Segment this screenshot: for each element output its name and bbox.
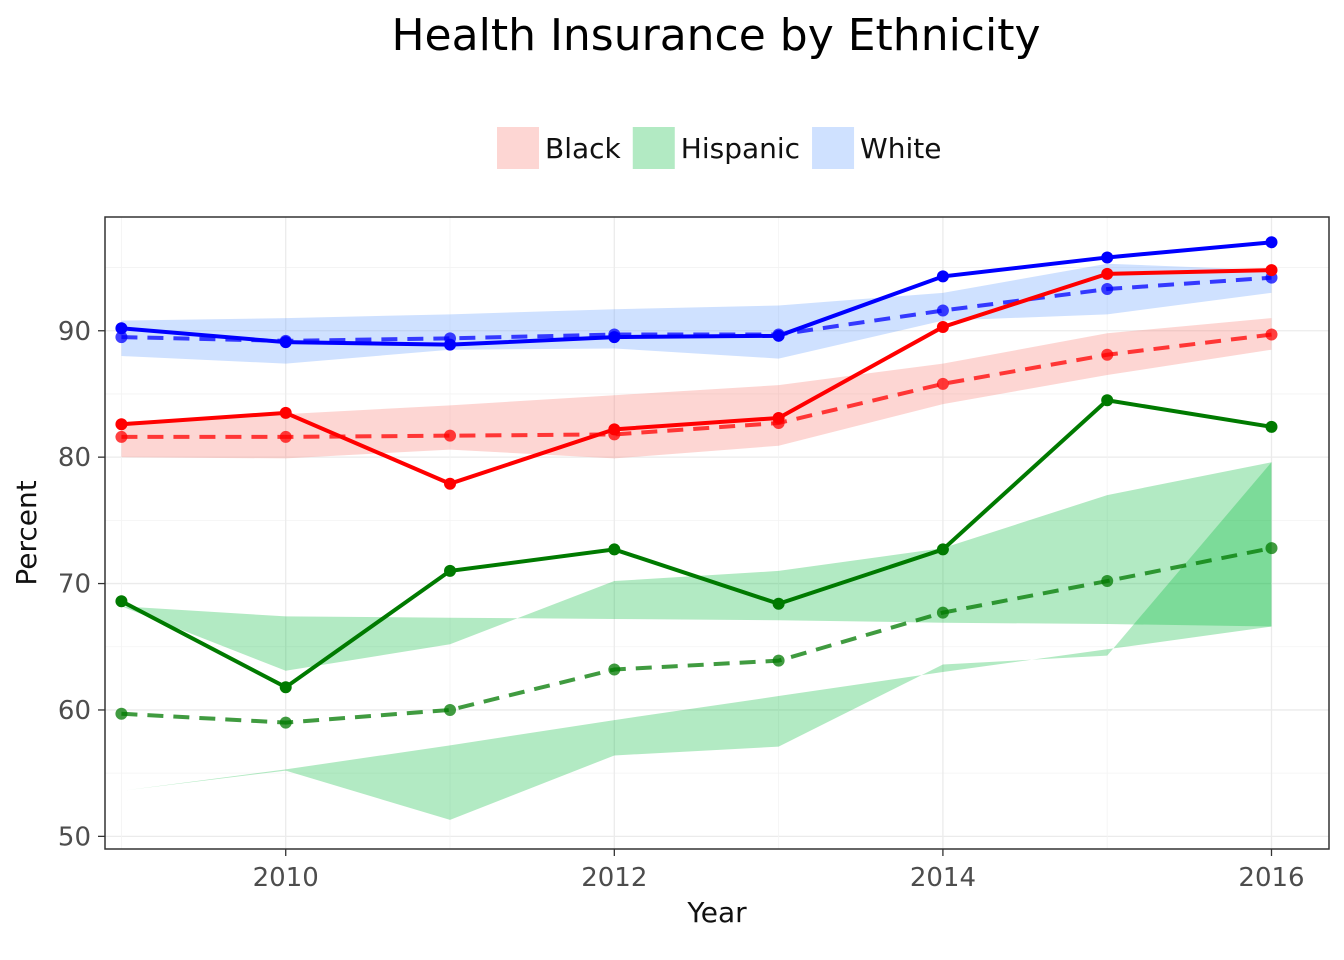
point-hispanic-dashed	[444, 703, 457, 716]
point-black-dashed	[1265, 328, 1278, 341]
y-tick-label: 80	[58, 443, 91, 473]
point-white-solid	[772, 329, 785, 342]
bands	[121, 263, 1272, 820]
point-white-solid	[608, 331, 621, 344]
line-black-dashed	[121, 332, 1272, 439]
point-black-solid	[772, 411, 785, 424]
point-black-solid	[115, 418, 128, 431]
chart-title: Health Insurance by Ethnicity	[391, 10, 1040, 61]
legend: Black Hispanic White	[497, 127, 941, 169]
point-hispanic-solid	[772, 597, 785, 610]
point-white-solid	[444, 338, 457, 351]
point-hispanic-solid	[279, 681, 292, 694]
point-black-dashed	[279, 430, 292, 443]
x-axis-ticks: 2010 2012 2014 2016	[253, 849, 1305, 893]
line-hispanic-solid	[120, 398, 1272, 690]
x-tick-label: 2014	[910, 863, 976, 893]
point-black-dashed	[936, 377, 949, 390]
point-white-solid	[279, 336, 292, 349]
point-black-solid	[279, 406, 292, 419]
point-black-dashed	[115, 430, 128, 443]
y-tick-label: 90	[58, 317, 91, 347]
band-hispanic	[121, 462, 1272, 671]
point-hispanic-solid	[936, 543, 949, 556]
y-axis-ticks: 50 60 70 80 90	[58, 317, 105, 852]
plot-border	[104, 216, 1330, 850]
point-black-solid	[1265, 264, 1278, 277]
y-tick-label: 60	[58, 696, 91, 726]
point-black-solid	[444, 477, 457, 490]
band-black	[121, 318, 1272, 459]
point-hispanic-solid	[1265, 420, 1278, 433]
x-tick-label: 2016	[1238, 863, 1304, 893]
point-black-dashed	[1101, 348, 1114, 361]
legend-key-hispanic	[632, 127, 675, 169]
legend-key-black	[497, 127, 539, 169]
point-white-solid	[1265, 236, 1278, 249]
series-points	[115, 236, 1278, 729]
x-tick-label: 2012	[581, 863, 647, 893]
legend-label-hispanic: Hispanic	[681, 132, 800, 165]
point-white-dashed	[115, 331, 128, 344]
legend-key-white	[812, 127, 855, 169]
line-hispanic-dashed	[121, 546, 1272, 725]
point-black-solid	[936, 320, 949, 333]
x-tick-label: 2010	[253, 863, 319, 893]
point-hispanic-solid	[1101, 394, 1114, 407]
point-white-dashed	[1101, 283, 1114, 296]
point-hispanic-dashed	[772, 654, 785, 667]
point-white-solid	[115, 322, 128, 335]
point-hispanic-solid	[115, 595, 128, 608]
point-white-solid	[936, 270, 949, 283]
point-hispanic-solid	[608, 543, 621, 556]
point-black-solid	[608, 423, 621, 436]
x-axis-title: Year	[686, 896, 747, 929]
band-hispanic-lower	[121, 462, 1272, 820]
y-axis-title: Percent	[10, 480, 43, 585]
point-black-solid	[1101, 267, 1114, 280]
y-tick-label: 50	[58, 822, 91, 852]
y-tick-label: 70	[58, 570, 91, 600]
point-hispanic-dashed	[1101, 575, 1114, 588]
line-white-solid	[121, 240, 1272, 347]
point-hispanic-solid	[444, 564, 457, 577]
point-black-dashed	[444, 429, 457, 442]
point-white-solid	[1101, 251, 1114, 264]
legend-label-white: White	[860, 132, 941, 165]
point-hispanic-dashed	[936, 606, 949, 619]
point-white-dashed	[936, 304, 949, 317]
point-hispanic-dashed	[608, 663, 621, 676]
point-hispanic-dashed	[115, 707, 128, 720]
legend-label-black: Black	[545, 132, 622, 165]
series-lines	[120, 240, 1272, 725]
point-hispanic-dashed	[279, 716, 292, 729]
line-black-solid	[121, 268, 1272, 486]
point-hispanic-dashed	[1265, 542, 1278, 555]
